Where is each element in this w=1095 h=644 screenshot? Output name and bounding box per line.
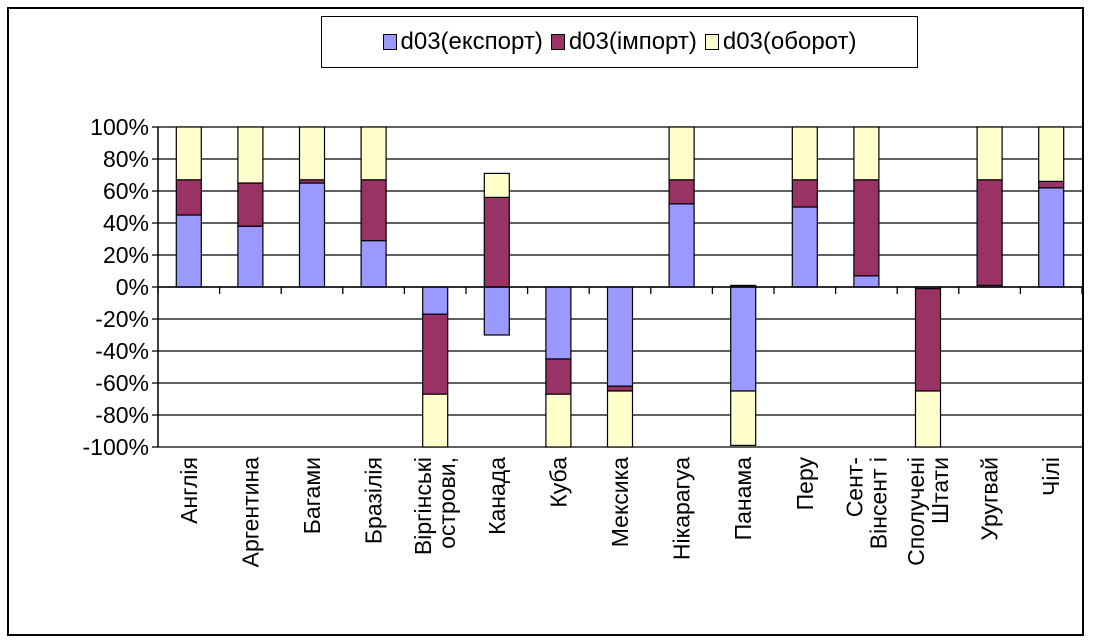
x-tick-label: Панама <box>730 457 756 541</box>
bar-segment-export <box>483 286 510 336</box>
bar-segment-turnover <box>422 393 449 448</box>
y-tick-label: -60% <box>95 370 149 396</box>
y-tick-label: 0% <box>116 274 149 300</box>
bar-segment-import <box>853 179 880 277</box>
bar-segment-turnover <box>914 390 942 448</box>
y-tick-label: -80% <box>95 402 149 428</box>
x-tick-label: Куба <box>545 457 571 508</box>
x-tick-label: Англія <box>176 457 202 524</box>
x-tick-label: Сполучені <box>903 457 929 566</box>
bar-segment-turnover <box>853 126 880 181</box>
x-tick-label: Уругвай <box>977 457 1003 541</box>
legend-item-import: d03(імпорт) <box>550 28 697 56</box>
y-tick-label: -100% <box>83 434 149 460</box>
bar-segment-turnover <box>791 126 818 181</box>
legend-swatch-turnover <box>704 34 719 50</box>
bar-segment-import <box>360 179 387 242</box>
bar-segment-turnover <box>298 126 326 181</box>
x-tick-label: Бразілія <box>361 457 387 544</box>
x-tick-label: Сент- <box>841 457 867 517</box>
bar-segment-import <box>175 179 202 216</box>
bar-segment-import <box>976 179 1003 287</box>
y-tick-label: 100% <box>90 114 149 140</box>
x-tick-label: Канада <box>484 457 510 535</box>
y-tick-label: 20% <box>103 242 149 268</box>
x-tick-label: Багами <box>299 457 325 534</box>
bar-segment-import <box>914 288 942 392</box>
legend-swatch-import <box>550 34 565 50</box>
bar-segment-export <box>606 286 634 387</box>
bar-segment-export <box>668 203 695 288</box>
x-tick-label: Мексика <box>607 457 633 547</box>
x-tick-label: острови, <box>434 457 460 549</box>
bar-segment-import <box>422 313 449 395</box>
x-tick-label: Перу <box>792 457 818 511</box>
y-tick-label: 60% <box>103 178 149 204</box>
bar-segment-export <box>791 206 818 288</box>
legend-swatch-export <box>382 34 397 50</box>
bar-segment-export <box>237 225 264 288</box>
bar-segment-export <box>360 240 387 288</box>
bar-segment-import <box>668 179 695 205</box>
legend-label-turnover: d03(оборот) <box>722 28 857 55</box>
bar-segment-import <box>1038 180 1065 189</box>
bar-segment-turnover <box>237 126 264 184</box>
y-tick-label: -20% <box>95 306 149 332</box>
bar-segment-turnover <box>606 390 634 448</box>
bar-segment-turnover <box>1038 126 1065 183</box>
bar-segment-turnover <box>545 393 572 448</box>
bar-segment-export <box>175 214 202 288</box>
bar-segment-export <box>1038 187 1065 288</box>
bar-segment-export <box>298 182 326 288</box>
legend-label-import: d03(імпорт) <box>568 28 697 55</box>
bar-segment-export <box>730 286 757 392</box>
bar-segment-turnover <box>668 126 695 181</box>
legend-item-turnover: d03(оборот) <box>704 28 857 56</box>
bar-segment-import <box>791 179 818 208</box>
bar-segment-export <box>545 286 572 360</box>
bar-segment-turnover <box>976 126 1003 181</box>
bar-segment-import <box>483 196 510 288</box>
x-tick-label: Віргінські <box>410 457 436 555</box>
bar-segment-import <box>606 385 634 392</box>
bar-segment-turnover <box>483 172 510 198</box>
bar-segment-turnover <box>730 390 757 447</box>
y-tick-label: -40% <box>95 338 149 364</box>
legend-item-export: d03(експорт) <box>382 28 543 56</box>
x-tick-label: Нікарагуа <box>669 457 695 560</box>
bar-segment-import <box>237 182 264 227</box>
bar-segment-turnover <box>360 126 387 181</box>
bar-segment-import <box>545 358 572 395</box>
y-tick-label: 80% <box>103 146 149 172</box>
x-tick-label: Аргентина <box>237 457 263 568</box>
x-tick-label: Вінсент і <box>865 457 891 549</box>
legend: d03(експорт) d03(імпорт) d03(оборот) <box>321 16 918 68</box>
bar-segment-export <box>853 275 880 288</box>
bar-segment-export <box>422 286 449 315</box>
bar-segment-turnover <box>175 126 202 181</box>
x-tick-label: Штати <box>927 457 953 524</box>
y-tick-label: 40% <box>103 210 149 236</box>
x-tick-label: Чілі <box>1038 457 1064 496</box>
legend-label-export: d03(експорт) <box>400 28 543 55</box>
